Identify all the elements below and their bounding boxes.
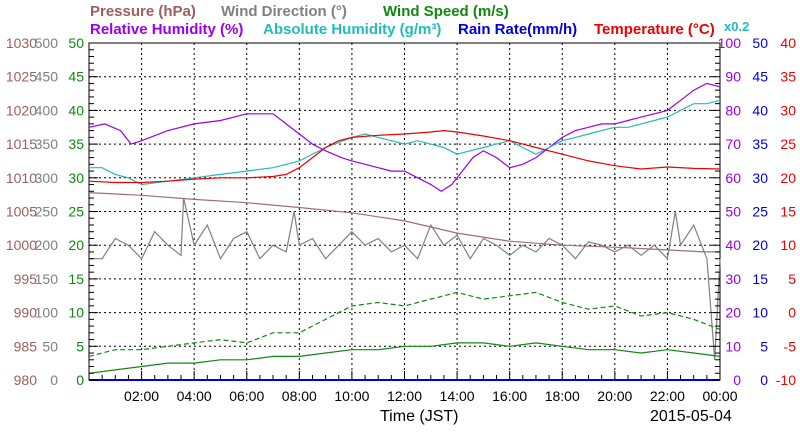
x-tick-label: 14:00: [440, 388, 475, 404]
label-rain-rate: Rain Rate(mm/h): [458, 21, 578, 38]
y-tick-label-wind_direction: 350: [35, 136, 59, 152]
y-tick-label-rain_rate: 50: [752, 35, 768, 51]
y-tick-label-temperature: 35: [780, 69, 796, 85]
x-tick-label: 18:00: [545, 388, 580, 404]
y-tick-label-rain_rate: 10: [752, 305, 768, 321]
y-tick-label-wind_direction: 200: [35, 237, 59, 253]
y-tick-label-temperature: 30: [780, 102, 796, 118]
y-tick-label-wind_speed: 15: [68, 271, 84, 287]
y-tick-label-rain_rate: 35: [752, 136, 768, 152]
y-tick-label-wind_direction: 0: [50, 372, 58, 388]
label-wind-speed: Wind Speed (m/s): [383, 3, 509, 20]
y-tick-label-wind_speed: 25: [68, 204, 84, 220]
y-tick-label-pressure: 980: [14, 372, 38, 388]
y-axes: 9809859909951000100510101015102010251030…: [6, 35, 796, 388]
x-tick-label: 08:00: [282, 388, 317, 404]
x-tick-label: 02:00: [124, 388, 159, 404]
y-tick-label-pressure: 1000: [6, 237, 37, 253]
label-absolute-humidity: Absolute Humidity (g/m³): [263, 21, 442, 38]
label-temperature: Temperature (°C): [594, 21, 715, 38]
y-tick-label-temperature: 5: [788, 271, 796, 287]
y-tick-label-wind_direction: 250: [35, 204, 59, 220]
label-relative-humidity: Relative Humidity (%): [90, 21, 244, 38]
x-tick-label: 04:00: [177, 388, 212, 404]
series-wind-gust-m-s: [88, 291, 721, 357]
y-tick-label-relative_humidity: 20: [725, 305, 741, 321]
label-abs-humidity-scale: x0.2: [724, 19, 750, 34]
series-wind-direction: [89, 197, 721, 360]
y-tick-label-relative_humidity: 0: [733, 372, 741, 388]
y-tick-label-relative_humidity: 60: [725, 170, 741, 186]
y-tick-label-relative_humidity: 30: [725, 271, 741, 287]
y-tick-label-wind_direction: 300: [35, 170, 59, 186]
y-tick-label-temperature: -5: [784, 338, 797, 354]
y-tick-label-temperature: -10: [776, 372, 796, 388]
y-tick-label-relative_humidity: 100: [718, 35, 742, 51]
y-tick-label-relative_humidity: 90: [725, 69, 741, 85]
y-tick-label-relative_humidity: 50: [725, 204, 741, 220]
y-tick-label-temperature: 15: [780, 204, 796, 220]
y-tick-label-rain_rate: 15: [752, 271, 768, 287]
y-tick-label-wind_speed: 30: [68, 170, 84, 186]
y-tick-label-wind_speed: 45: [68, 69, 84, 85]
y-tick-label-relative_humidity: 10: [725, 338, 741, 354]
grid: [89, 43, 720, 380]
y-tick-label-wind_speed: 10: [68, 305, 84, 321]
y-tick-label-pressure: 1015: [6, 136, 37, 152]
y-tick-label-rain_rate: 45: [752, 69, 768, 85]
x-axis: 02:00 04:00 06:00 08:00 10:00 12:00 14:00 16:00…: [88, 371, 738, 404]
y-tick-label-pressure: 1005: [6, 204, 37, 220]
y-tick-label-rain_rate: 20: [752, 237, 768, 253]
y-tick-label-pressure: 990: [14, 305, 38, 321]
y-tick-label-temperature: 25: [780, 136, 796, 152]
y-tick-label-temperature: 40: [780, 35, 796, 51]
series-temperature-c: [88, 129, 721, 184]
y-tick-label-wind_speed: 40: [68, 102, 84, 118]
series-layer: [88, 82, 721, 381]
y-tick-label-rain_rate: 40: [752, 102, 768, 118]
x-tick-label: 22:00: [650, 388, 685, 404]
series-absolute-humidity-g-m: [89, 99, 721, 186]
y-tick-label-temperature: 20: [780, 170, 796, 186]
y-tick-label-rain_rate: 0: [760, 372, 768, 388]
x-tick-label: 20:00: [597, 388, 632, 404]
y-tick-label-wind_speed: 0: [76, 372, 84, 388]
y-tick-label-pressure: 1010: [6, 170, 37, 186]
x-tick-label: 12:00: [387, 388, 422, 404]
y-tick-label-relative_humidity: 80: [725, 102, 741, 118]
y-tick-label-relative_humidity: 70: [725, 136, 741, 152]
x-tick-label: 00:00: [702, 388, 737, 404]
x-tick-label: 16:00: [492, 388, 527, 404]
y-tick-label-rain_rate: 5: [760, 338, 768, 354]
y-tick-label-pressure: 985: [14, 338, 38, 354]
y-tick-label-pressure: 1030: [6, 35, 37, 51]
y-tick-label-relative_humidity: 40: [725, 237, 741, 253]
y-tick-label-pressure: 1025: [6, 69, 37, 85]
y-tick-label-wind_speed: 5: [76, 338, 84, 354]
y-tick-label-wind_speed: 35: [68, 136, 84, 152]
x-axis-title: Time (JST): [380, 408, 459, 425]
y-tick-label-wind_speed: 50: [68, 35, 84, 51]
y-tick-label-wind_speed: 20: [68, 237, 84, 253]
y-tick-label-rain_rate: 30: [752, 170, 768, 186]
y-tick-label-wind_direction: 150: [35, 271, 59, 287]
y-tick-label-wind_direction: 450: [35, 69, 59, 85]
y-tick-label-temperature: 10: [780, 237, 796, 253]
date-label: 2015-05-04: [650, 408, 732, 425]
y-tick-label-rain_rate: 25: [752, 204, 768, 220]
y-tick-label-wind_direction: 400: [35, 102, 59, 118]
y-tick-label-wind_direction: 50: [42, 338, 58, 354]
y-tick-label-pressure: 1020: [6, 102, 37, 118]
y-tick-label-pressure: 995: [14, 271, 38, 287]
y-tick-label-wind_direction: 500: [35, 35, 59, 51]
label-pressure: Pressure (hPa): [90, 3, 196, 20]
x-tick-label: 10:00: [334, 388, 369, 404]
y-tick-label-wind_direction: 100: [35, 305, 59, 321]
label-wind-direction: Wind Direction (°): [221, 3, 347, 20]
series-relative-humidity: [88, 82, 721, 193]
y-tick-label-temperature: 0: [788, 305, 796, 321]
series-wind-speed-m-s: [88, 342, 721, 374]
x-tick-label: 06:00: [229, 388, 264, 404]
